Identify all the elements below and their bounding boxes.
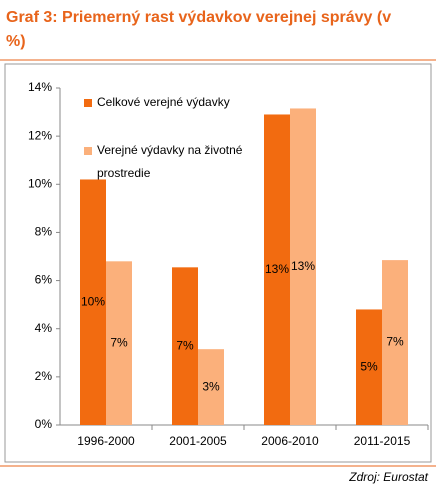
value-label: 13% <box>265 262 289 276</box>
bar <box>198 349 224 425</box>
y-tick-label: 10% <box>28 176 52 190</box>
x-tick-label: 2011-2015 <box>354 434 411 448</box>
y-tick-label: 4% <box>35 321 53 335</box>
y-tick-label: 12% <box>28 128 52 142</box>
bar <box>290 108 316 425</box>
legend-label: Celkové verejné výdavky <box>97 95 230 109</box>
source: Zdroj: Eurostat <box>349 470 428 484</box>
bar <box>172 267 198 425</box>
chart-title: Graf 3: Priemerný rast výdavkov verejnej… <box>6 9 392 50</box>
y-tick-label: 2% <box>35 369 53 383</box>
value-label: 3% <box>202 379 220 393</box>
y-tick-label: 6% <box>35 273 53 287</box>
value-label: 7% <box>176 338 194 352</box>
value-label: 13% <box>291 259 315 273</box>
legend-label: Verejné výdavky na životné prostredie <box>97 143 243 180</box>
value-label: 7% <box>110 335 128 349</box>
value-label: 5% <box>360 359 378 373</box>
y-tick-label: 0% <box>35 417 53 431</box>
bar <box>264 114 290 425</box>
y-tick-label: 14% <box>28 80 52 94</box>
x-tick-label: 2001-2005 <box>169 434 227 448</box>
x-tick-label: 2006-2010 <box>261 434 319 448</box>
y-tick-label: 8% <box>35 225 53 239</box>
value-label: 10% <box>81 294 105 308</box>
x-tick-label: 1996-2000 <box>77 434 135 448</box>
legend-swatch <box>84 147 92 155</box>
bar <box>80 179 106 425</box>
bar <box>106 261 132 425</box>
value-label: 7% <box>386 335 404 349</box>
bar <box>356 309 382 425</box>
chart-frame <box>4 63 432 463</box>
bar <box>382 260 408 425</box>
legend-swatch <box>84 99 92 107</box>
